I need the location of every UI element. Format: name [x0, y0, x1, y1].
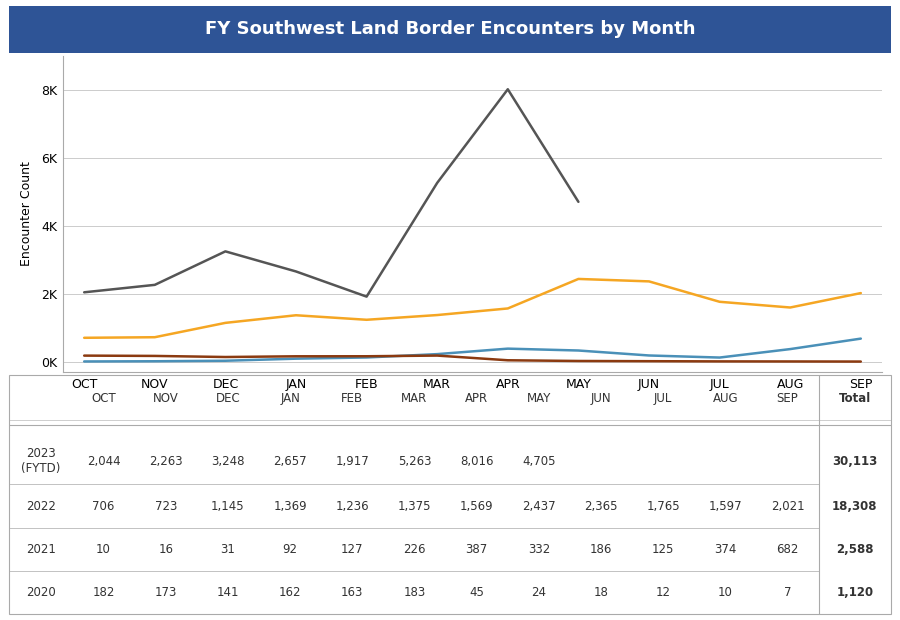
Text: 226: 226: [403, 543, 426, 556]
Text: 374: 374: [715, 543, 736, 556]
Text: 2,021: 2,021: [770, 500, 805, 513]
Text: MAY: MAY: [526, 392, 551, 405]
Text: 1,597: 1,597: [708, 500, 742, 513]
Text: 1,369: 1,369: [274, 500, 307, 513]
Text: JUN: JUN: [590, 392, 611, 405]
Text: 12: 12: [656, 586, 670, 599]
Text: MAR: MAR: [401, 392, 428, 405]
Text: 2,044: 2,044: [86, 454, 121, 467]
Text: OCT: OCT: [91, 392, 116, 405]
Text: 2023
(FYTD): 2023 (FYTD): [21, 447, 60, 475]
Text: 18: 18: [594, 586, 608, 599]
Text: APR: APR: [465, 392, 488, 405]
Text: 1,765: 1,765: [646, 500, 680, 513]
Text: NOV: NOV: [153, 392, 179, 405]
Text: 127: 127: [341, 543, 364, 556]
Text: 92: 92: [283, 543, 298, 556]
Text: 173: 173: [155, 586, 177, 599]
Y-axis label: Encounter Count: Encounter Count: [20, 161, 33, 267]
Text: 5,263: 5,263: [398, 454, 431, 467]
Text: 1,569: 1,569: [460, 500, 493, 513]
Text: 4,705: 4,705: [522, 454, 555, 467]
Text: 2,263: 2,263: [149, 454, 183, 467]
Text: SEP: SEP: [777, 392, 798, 405]
Text: 2,657: 2,657: [274, 454, 307, 467]
Text: 125: 125: [652, 543, 674, 556]
Text: 2020: 2020: [26, 586, 56, 599]
Text: 2,437: 2,437: [522, 500, 555, 513]
Text: 162: 162: [279, 586, 302, 599]
Text: 682: 682: [777, 543, 799, 556]
Text: 45: 45: [469, 586, 484, 599]
Text: 182: 182: [93, 586, 115, 599]
Text: 10: 10: [718, 586, 733, 599]
Text: 163: 163: [341, 586, 364, 599]
Text: 723: 723: [155, 500, 177, 513]
Text: 332: 332: [527, 543, 550, 556]
Text: 16: 16: [158, 543, 174, 556]
Text: 2022: 2022: [26, 500, 56, 513]
Text: 8,016: 8,016: [460, 454, 493, 467]
Text: 706: 706: [93, 500, 115, 513]
Text: JAN: JAN: [280, 392, 300, 405]
Text: Total: Total: [839, 392, 871, 405]
Text: 1,917: 1,917: [336, 454, 369, 467]
Text: 1,120: 1,120: [836, 586, 873, 599]
Text: 186: 186: [590, 543, 612, 556]
Text: FY Southwest Land Border Encounters by Month: FY Southwest Land Border Encounters by M…: [205, 20, 695, 38]
Text: 1,236: 1,236: [336, 500, 369, 513]
Text: 1,375: 1,375: [398, 500, 431, 513]
Text: FEB: FEB: [341, 392, 364, 405]
Text: 24: 24: [531, 586, 546, 599]
Text: AUG: AUG: [713, 392, 738, 405]
Text: 387: 387: [465, 543, 488, 556]
Text: DEC: DEC: [216, 392, 240, 405]
Text: 18,308: 18,308: [832, 500, 878, 513]
Text: 2,588: 2,588: [836, 543, 874, 556]
Text: 1,145: 1,145: [212, 500, 245, 513]
Text: 2,365: 2,365: [584, 500, 617, 513]
Text: 183: 183: [403, 586, 426, 599]
Text: 3,248: 3,248: [212, 454, 245, 467]
Text: 10: 10: [96, 543, 111, 556]
Text: 141: 141: [217, 586, 239, 599]
Text: 7: 7: [784, 586, 791, 599]
Text: JUL: JUL: [654, 392, 672, 405]
Text: 31: 31: [220, 543, 236, 556]
Text: 30,113: 30,113: [832, 454, 878, 467]
Text: 2021: 2021: [26, 543, 56, 556]
